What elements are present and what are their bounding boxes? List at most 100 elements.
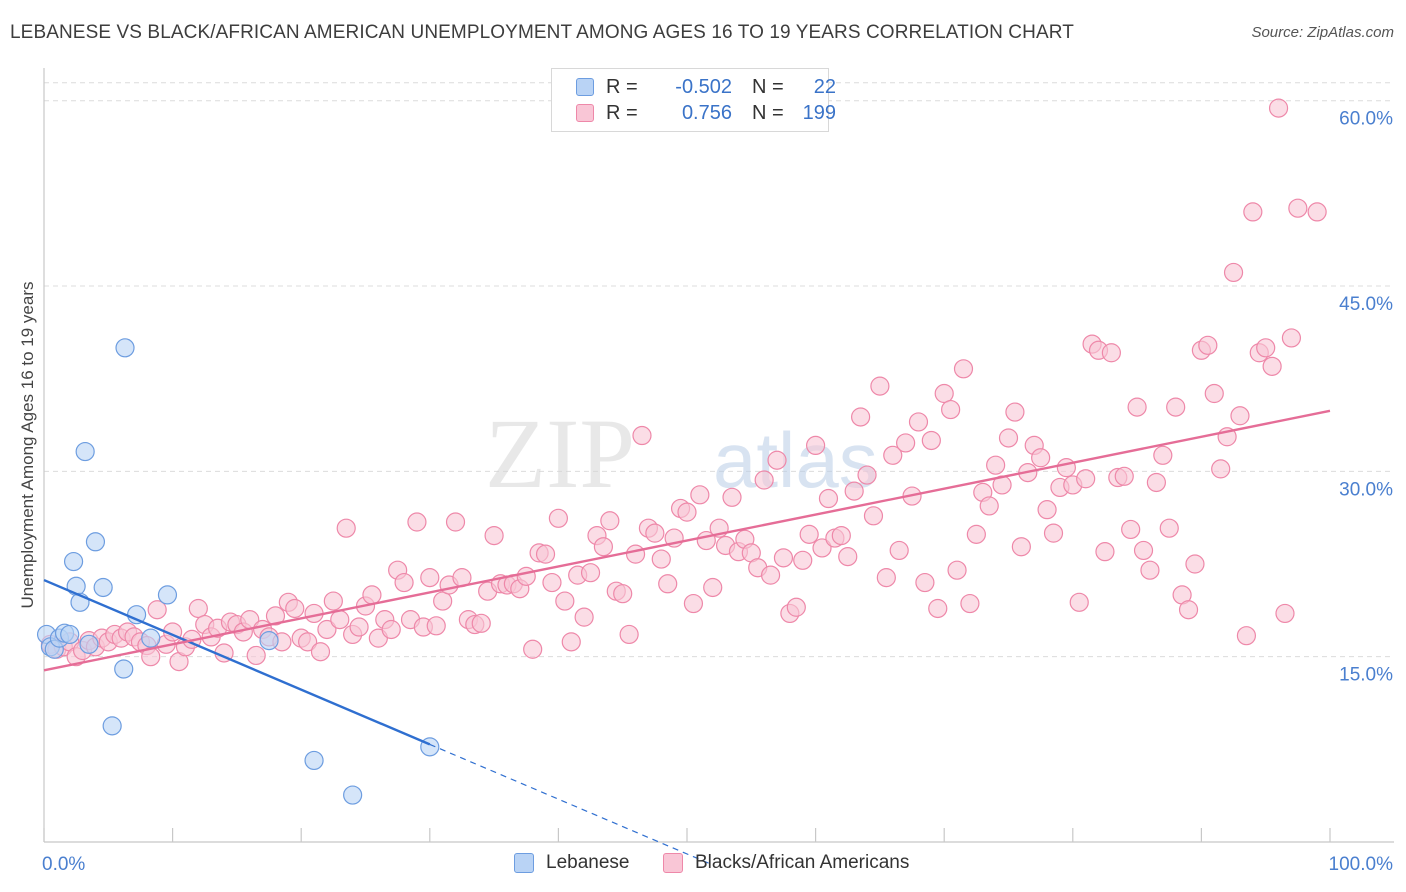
data-point-blacks (310, 642, 331, 662)
data-point-blacks (928, 598, 948, 619)
legend-swatch-blacks (663, 853, 683, 873)
data-point-lebanese (304, 750, 324, 771)
data-point-blacks (1095, 542, 1115, 562)
data-point-blacks (548, 508, 569, 528)
data-point-blacks (683, 593, 704, 614)
data-point-blacks (645, 523, 665, 543)
data-point-blacks (1114, 466, 1134, 486)
legend-label-lebanese: Lebanese (546, 852, 630, 873)
data-point-blacks (323, 591, 343, 611)
data-point-blacks (1236, 626, 1257, 646)
trend-line-lebanese-extrapolated (429, 743, 713, 866)
data-point-blacks (870, 376, 890, 396)
data-point-blacks (876, 568, 896, 588)
data-point-blacks (523, 639, 543, 659)
data-point-blacks (793, 550, 813, 570)
data-point-lebanese (115, 338, 135, 358)
data-point-blacks (773, 548, 794, 568)
legend-label-blacks: Blacks/African Americans (695, 852, 910, 873)
legend-item-lebanese[interactable]: Lebanese (514, 852, 629, 874)
data-point-lebanese (259, 631, 279, 651)
data-point-blacks (317, 619, 337, 640)
data-point-blacks (1230, 406, 1250, 426)
data-point-blacks (883, 445, 903, 465)
data-point-blacks (1031, 448, 1051, 468)
data-point-blacks (838, 547, 858, 567)
data-point-blacks (1262, 356, 1282, 376)
data-point-blacks (298, 632, 318, 652)
legend-r-value: 0.756 (681, 101, 732, 124)
tick-labels: 15.0% 30.0% 45.0% 60.0% 0.0% 100.0% (42, 109, 1393, 875)
data-point-blacks (561, 632, 581, 652)
x-tick-label: 100.0% (1329, 854, 1394, 875)
data-point-blacks (246, 645, 266, 666)
correlation-legend: R = -0.502 N = 22 R = 0.756 N = 199 (551, 68, 836, 132)
legend-r-value: -0.502 (675, 75, 732, 98)
data-point-blacks (285, 598, 305, 619)
data-point-blacks (1101, 343, 1121, 363)
data-point-blacks (844, 481, 864, 501)
data-point-lebanese (157, 585, 178, 605)
trend-lines (43, 409, 1331, 866)
data-point-blacks (330, 610, 350, 630)
data-point-lebanese (79, 634, 99, 654)
data-point-blacks (336, 518, 356, 538)
legend-n-label: N = (752, 75, 784, 98)
data-point-blacks (433, 591, 453, 611)
data-point-blacks (516, 566, 536, 586)
x-tick-label: 0.0% (42, 854, 85, 875)
trend-line-blacks (43, 409, 1331, 672)
data-point-blacks (979, 496, 999, 516)
data-point-blacks (349, 617, 369, 637)
data-point-blacks (966, 524, 986, 544)
data-point-blacks (1307, 202, 1327, 222)
data-point-blacks (542, 572, 562, 593)
data-point-blacks (1198, 335, 1218, 355)
data-point-blacks (426, 616, 446, 636)
legend-item-blacks[interactable]: Blacks/African Americans (663, 852, 909, 874)
legend-swatch-lebanese (514, 853, 534, 873)
data-point-blacks (1204, 383, 1224, 404)
data-point-blacks (941, 399, 961, 420)
data-point-blacks (921, 430, 941, 451)
data-point-blacks (407, 512, 427, 532)
data-point-blacks (998, 428, 1019, 448)
data-point-blacks (394, 572, 414, 593)
y-tick-label: 30.0% (1339, 479, 1393, 500)
series-blacks (40, 98, 1327, 672)
data-point-lebanese (343, 785, 363, 805)
data-point-blacks (600, 511, 620, 531)
data-point-lebanese (75, 441, 95, 462)
data-point-blacks (1076, 469, 1096, 489)
legend-n-value: 199 (802, 101, 836, 124)
data-point-blacks (1288, 198, 1308, 218)
data-point-blacks (934, 383, 954, 404)
series-legend: Lebanese Blacks/African Americans (0, 852, 1406, 878)
chart-title: LEBANESE VS BLACK/AFRICAN AMERICAN UNEMP… (10, 22, 1074, 43)
legend-swatch-blacks (576, 104, 594, 122)
data-point-blacks (857, 465, 877, 485)
legend-r-label: R = (606, 101, 638, 124)
data-point-blacks (420, 568, 440, 588)
y-tick-label: 60.0% (1339, 109, 1393, 130)
data-point-blacks (1005, 402, 1025, 422)
data-point-blacks (1159, 518, 1179, 538)
trend-line-lebanese (43, 578, 431, 746)
data-point-blacks (147, 600, 167, 620)
data-point-blacks (555, 591, 575, 611)
data-point-blacks (632, 425, 652, 446)
data-point-lebanese (93, 577, 113, 598)
data-point-blacks (535, 544, 556, 564)
data-point-blacks (574, 607, 594, 627)
data-point-blacks (947, 560, 967, 580)
legend-n-value: 22 (813, 75, 836, 98)
data-point-blacks (767, 450, 787, 470)
data-point-blacks (471, 613, 491, 633)
axes (43, 68, 1394, 843)
y-tick-label: 15.0% (1339, 665, 1393, 686)
data-point-lebanese (60, 624, 80, 645)
data-point-blacks (953, 359, 974, 379)
data-point-blacks (754, 470, 774, 490)
data-point-blacks (1133, 540, 1154, 561)
watermark-zip: ZIP (485, 398, 635, 509)
